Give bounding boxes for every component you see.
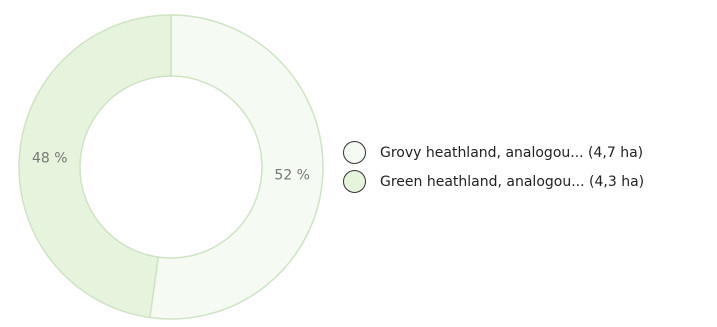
legend-item[interactable]: Green heathland, analogou... (4,3 ha) [343, 167, 644, 196]
pie-slice[interactable] [18, 14, 172, 319]
legend-item[interactable]: Grovy heathland, analogou... (4,7 ha) [343, 138, 644, 167]
chart-legend: Grovy heathland, analogou... (4,7 ha) Gr… [343, 138, 644, 196]
legend-label: Green heathland, analogou... (4,3 ha) [380, 173, 645, 190]
pie-slice[interactable] [148, 14, 324, 320]
donut-chart: 52 % 48 % [18, 14, 324, 320]
slice-value-label: 48 % [32, 151, 68, 167]
legend-swatch [343, 170, 366, 193]
legend-swatch [343, 141, 366, 164]
legend-label: Grovy heathland, analogou... (4,7 ha) [380, 144, 644, 161]
slice-value-label: 52 % [274, 167, 310, 183]
